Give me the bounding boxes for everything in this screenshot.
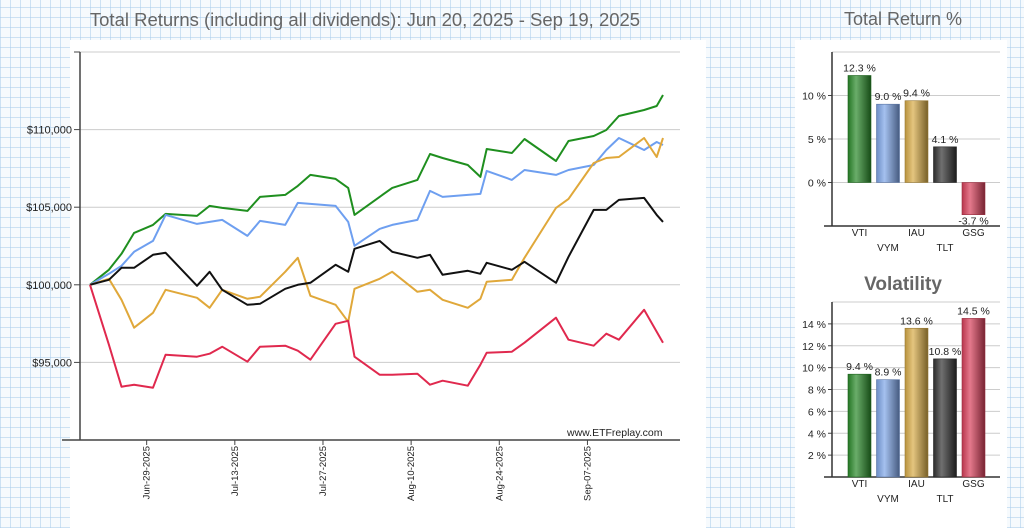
category-label: GSG xyxy=(962,228,984,239)
y-tick-label: $105,000 xyxy=(26,202,72,214)
x-tick-label: Sep-07-2025 xyxy=(582,446,593,501)
total-return-bar-chart: 0 % 5 % 10 % 12.3 % VTI 9.0 % VYM 9.4 % IAU 4.1 %… xyxy=(802,51,1000,254)
series-line-1 xyxy=(89,137,664,286)
bar-vti xyxy=(847,373,872,478)
category-label: VYM xyxy=(877,494,899,505)
category-label: IAU xyxy=(908,479,925,490)
y-tick-label: $95,000 xyxy=(32,357,72,369)
y-tick-label: 12 % xyxy=(802,341,826,353)
y-tick-label: 8 % xyxy=(808,385,826,397)
bar-iau xyxy=(904,327,929,478)
category-label: VTI xyxy=(852,228,868,239)
returns-line-chart: $95,000 $100,000 $105,000 $110,000 Jun-29-20… xyxy=(26,51,680,501)
bar-gsg xyxy=(961,182,986,215)
y-tick-label: 6 % xyxy=(808,406,826,418)
x-tick-label: Aug-10-2025 xyxy=(406,446,417,501)
data-label: 9.4 % xyxy=(903,88,930,100)
series-line-0 xyxy=(89,94,664,286)
bar-vym xyxy=(876,379,900,478)
y-tick-label: 14 % xyxy=(802,319,826,331)
data-label: 8.9 % xyxy=(875,367,902,379)
y-tick-label: 5 % xyxy=(808,134,826,146)
data-label: 13.6 % xyxy=(900,315,933,327)
volatility-bar-chart: 2 % 4 % 6 % 8 % 10 % 12 % 14 % 9.4 % VTI 8.9 % VYM… xyxy=(802,301,1000,505)
category-label: TLT xyxy=(936,494,953,505)
total-return-title: Total Return % xyxy=(843,9,963,29)
volatility-title: Volatility xyxy=(864,274,942,295)
data-label: 4.1 % xyxy=(932,134,959,146)
category-label: TLT xyxy=(936,243,953,254)
data-label: 9.4 % xyxy=(846,361,873,373)
bar-tlt xyxy=(933,146,957,183)
y-tick-label: $110,000 xyxy=(27,125,72,137)
y-tick-label: $100,000 xyxy=(26,280,72,292)
bar-iau xyxy=(904,100,929,183)
bar-tlt xyxy=(933,358,957,478)
data-label: 14.5 % xyxy=(957,305,990,317)
x-tick-label: Jul-13-2025 xyxy=(230,446,241,496)
returns-chart-title: Total Returns (including all dividends):… xyxy=(89,9,641,30)
watermark-text: www.ETFreplay.com xyxy=(566,427,663,439)
x-tick-label: Jul-27-2025 xyxy=(318,446,329,496)
data-label: 10.8 % xyxy=(929,346,962,358)
series-line-2 xyxy=(89,137,664,329)
data-label: 9.0 % xyxy=(875,91,902,103)
x-tick-label: Jun-29-2025 xyxy=(142,446,153,499)
x-tick-label: Aug-24-2025 xyxy=(494,446,505,501)
y-tick-label: 10 % xyxy=(802,91,826,103)
bar-vti xyxy=(847,75,872,183)
bar-vym xyxy=(876,103,900,183)
category-label: VYM xyxy=(877,243,899,254)
category-label: GSG xyxy=(962,479,984,490)
bar-gsg xyxy=(961,318,986,478)
category-label: VTI xyxy=(852,479,868,490)
series-line-3 xyxy=(89,196,664,306)
data-label: 12.3 % xyxy=(843,62,876,74)
y-tick-label: 4 % xyxy=(808,428,826,440)
data-label: -3.7 % xyxy=(958,216,988,228)
category-label: IAU xyxy=(908,228,925,239)
y-tick-label: 2 % xyxy=(808,450,826,462)
y-tick-label: 0 % xyxy=(808,178,826,190)
y-tick-label: 10 % xyxy=(802,363,826,375)
series-line-4 xyxy=(89,284,664,389)
returns-chart-panel xyxy=(70,40,706,528)
